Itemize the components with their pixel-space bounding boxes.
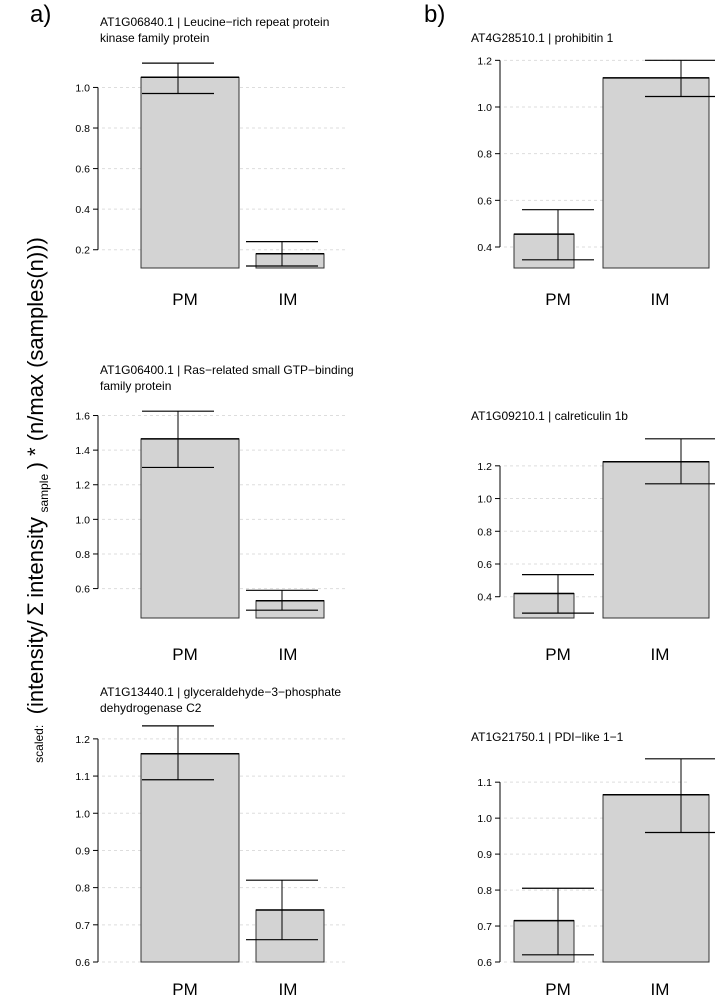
- y-tick-label: 0.6: [75, 584, 90, 596]
- y-tick-label: 0.4: [477, 242, 492, 254]
- chart-title-line: AT1G13440.1 | glyceraldehyde−3−phosphate: [100, 685, 341, 699]
- panel-label-a: a): [30, 1, 51, 28]
- y-axis-label-part1: (intensity/: [23, 619, 48, 714]
- bar-pm: [513, 233, 575, 269]
- category-label-im: IM: [651, 645, 670, 664]
- y-tick-label: 1.0: [75, 514, 90, 526]
- y-axis-label-sigma: Σ: [23, 602, 48, 616]
- y-tick-label: 1.2: [477, 461, 492, 473]
- bar-im: [255, 909, 325, 963]
- chart-a-2: AT1G06400.1 | Ras−related small GTP−bind…: [75, 363, 353, 664]
- y-tick-label: 0.8: [477, 149, 492, 161]
- y-tick-label: 1.2: [75, 734, 90, 746]
- category-label-pm: PM: [172, 980, 198, 999]
- y-tick-label: 0.6: [75, 957, 90, 969]
- bar-im: [602, 461, 710, 619]
- y-tick-label: 0.8: [75, 883, 90, 895]
- y-tick-label: 0.2: [75, 245, 90, 257]
- y-tick-label: 1.0: [477, 813, 492, 825]
- y-tick-label: 0.4: [477, 592, 492, 604]
- y-tick-label: 1.4: [75, 445, 90, 457]
- category-label-pm: PM: [172, 645, 198, 664]
- y-axis-label-subscript: sample: [37, 474, 51, 513]
- y-axis-label: scaled: (intensity/ Σ intensity sample )…: [23, 237, 52, 763]
- y-tick-label: 0.7: [477, 921, 492, 933]
- bar-pm: [140, 438, 240, 619]
- bar-pm: [513, 920, 575, 963]
- chart-title-line: AT1G06400.1 | Ras−related small GTP−bind…: [100, 363, 354, 377]
- category-label-pm: PM: [545, 980, 571, 999]
- y-tick-label: 0.6: [477, 559, 492, 571]
- y-tick-label: 0.6: [75, 164, 90, 176]
- y-tick-label: 0.4: [75, 204, 90, 216]
- chart-title-line: AT1G09210.1 | calreticulin 1b: [471, 409, 628, 423]
- panel-label-b: b): [424, 1, 445, 28]
- chart-title-line: family protein: [100, 379, 171, 393]
- y-tick-label: 0.8: [477, 526, 492, 538]
- category-label-pm: PM: [545, 290, 571, 309]
- y-tick-label: 1.1: [477, 777, 492, 789]
- y-tick-label: 0.6: [477, 957, 492, 969]
- y-tick-label: 1.1: [75, 771, 90, 783]
- category-label-im: IM: [651, 290, 670, 309]
- bar-pm: [140, 753, 240, 963]
- bar-pm: [513, 592, 575, 619]
- chart-b-3: AT1G21750.1 | PDI−like 1−1 0.6 0.7 0.8 0.9 1.…: [471, 730, 715, 999]
- bar-im: [602, 794, 710, 963]
- y-tick-label: 1.0: [477, 102, 492, 114]
- chart-title-line: dehydrogenase C2: [100, 701, 202, 715]
- bar-im: [602, 77, 710, 269]
- bar-pm: [140, 76, 240, 269]
- y-tick-label: 0.8: [75, 123, 90, 135]
- category-label-im: IM: [279, 645, 298, 664]
- category-label-pm: PM: [545, 645, 571, 664]
- chart-title-line: AT1G21750.1 | PDI−like 1−1: [471, 730, 624, 744]
- bar-im: [255, 600, 325, 619]
- chart-title-line: kinase family protein: [100, 31, 209, 45]
- charts: AT1G06840.1 | Leucine−rich repeat protei…: [75, 15, 715, 999]
- y-tick-label: 1.0: [75, 82, 90, 94]
- y-tick-label: 0.6: [477, 195, 492, 207]
- category-label-pm: PM: [172, 290, 198, 309]
- chart-title-line: AT1G06840.1 | Leucine−rich repeat protei…: [100, 15, 329, 29]
- category-label-im: IM: [279, 980, 298, 999]
- y-tick-label: 0.8: [75, 549, 90, 561]
- y-tick-label: 1.2: [477, 55, 492, 67]
- y-axis-label-part2: intensity: [23, 517, 48, 598]
- chart-b-2: AT1G09210.1 | calreticulin 1b 0.4 0.6 0.8 1.…: [471, 409, 715, 664]
- y-tick-label: 1.0: [477, 494, 492, 506]
- y-axis-label-part3: ) * (n/max (samples(n))): [23, 237, 48, 469]
- y-tick-label: 1.0: [75, 808, 90, 820]
- y-axis-label-prefix: scaled:: [32, 725, 46, 763]
- category-label-im: IM: [279, 290, 298, 309]
- y-tick-label: 0.9: [477, 849, 492, 861]
- y-tick-label: 0.9: [75, 845, 90, 857]
- y-tick-label: 0.8: [477, 885, 492, 897]
- chart-title-line: AT4G28510.1 | prohibitin 1: [471, 31, 614, 45]
- chart-b-1: AT4G28510.1 | prohibitin 1 0.4 0.6 0.8 1.0 1.…: [471, 31, 715, 309]
- chart-a-1: AT1G06840.1 | Leucine−rich repeat protei…: [75, 15, 345, 309]
- y-tick-label: 0.7: [75, 920, 90, 932]
- category-label-im: IM: [651, 980, 670, 999]
- y-tick-label: 1.6: [75, 411, 90, 423]
- y-tick-label: 1.2: [75, 480, 90, 492]
- chart-a-3: AT1G13440.1 | glyceraldehyde−3−phosphate…: [75, 685, 345, 999]
